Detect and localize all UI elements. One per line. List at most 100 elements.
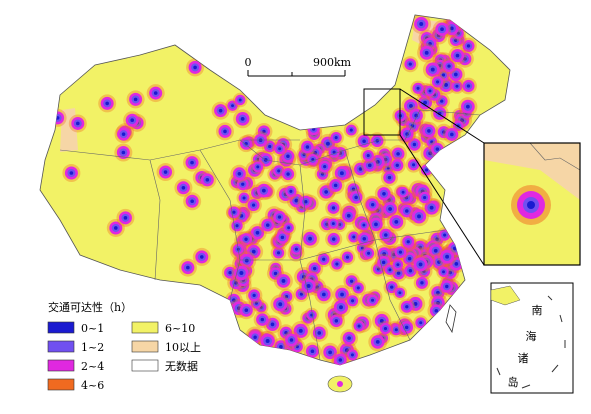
- ring: [313, 151, 318, 155]
- ring: [340, 292, 344, 297]
- accessibility-dot: [325, 230, 343, 248]
- ring: [268, 144, 272, 149]
- ring: [321, 292, 326, 297]
- ring: [428, 89, 432, 93]
- accessibility-dot: [327, 312, 346, 330]
- accessibility-dot: [328, 129, 344, 146]
- accessibility-dot: [343, 122, 359, 138]
- scale-end: 900km: [313, 56, 352, 69]
- accessibility-dot: [62, 164, 81, 183]
- accessibility-dot: [156, 163, 175, 182]
- ring: [289, 189, 293, 193]
- ring: [406, 240, 410, 244]
- ring: [253, 335, 257, 339]
- ring: [412, 142, 417, 147]
- ring: [317, 331, 322, 335]
- accessibility-dot: [298, 138, 317, 156]
- accessibility-dot: [413, 274, 431, 292]
- accessibility-dot: [351, 318, 367, 334]
- ring: [328, 350, 332, 355]
- ring: [445, 254, 450, 259]
- zoom-frame: [483, 142, 581, 266]
- accessibility-dot: [347, 188, 365, 207]
- ring: [280, 235, 285, 240]
- accessibility-dot: [398, 124, 417, 144]
- ring: [424, 50, 429, 55]
- ring: [331, 206, 336, 210]
- legend-swatch: [47, 378, 75, 391]
- accessibility-dot: [297, 193, 315, 211]
- ring: [254, 301, 258, 305]
- ring: [252, 293, 256, 298]
- ring: [273, 271, 278, 276]
- ring: [223, 129, 227, 134]
- accessibility-dot: [350, 280, 367, 296]
- ring: [351, 187, 356, 191]
- ring: [289, 338, 294, 342]
- ring: [447, 64, 451, 68]
- accessibility-dot: [428, 140, 447, 158]
- accessibility-dot: [98, 94, 117, 113]
- accessibility-dot: [250, 159, 266, 175]
- accessibility-dot: [316, 158, 333, 175]
- accessibility-dot: [405, 135, 424, 154]
- accessibility-dot: [126, 90, 145, 109]
- accessibility-dot: [380, 199, 400, 219]
- ring: [351, 299, 355, 303]
- ring: [362, 139, 366, 144]
- ring: [396, 263, 400, 267]
- ring: [450, 132, 454, 137]
- accessibility-dot: [304, 307, 319, 323]
- accessibility-dot: [290, 321, 311, 341]
- ring: [218, 108, 223, 113]
- legend-label: 1~2: [81, 341, 104, 354]
- ring: [262, 129, 266, 134]
- ring: [442, 130, 446, 134]
- ring: [362, 223, 366, 227]
- accessibility-dot: [437, 247, 457, 267]
- accessibility-dot: [332, 285, 352, 304]
- accessibility-dot: [229, 217, 245, 234]
- ring: [420, 281, 424, 285]
- inset-label: 诸: [518, 352, 529, 365]
- ring: [235, 224, 239, 228]
- accessibility-dot: [364, 292, 381, 309]
- ring: [358, 167, 363, 171]
- ring: [455, 84, 459, 88]
- ring: [413, 301, 418, 306]
- ring: [384, 233, 388, 237]
- legend-swatch: [47, 321, 75, 334]
- ring: [302, 153, 306, 157]
- accessibility-dot: [270, 163, 287, 179]
- accessibility-dot: [237, 135, 255, 153]
- ring: [121, 132, 126, 136]
- accessibility-dot: [303, 342, 322, 361]
- ring: [294, 198, 299, 203]
- ring: [205, 178, 210, 182]
- accessibility-dot: [340, 329, 359, 348]
- accessibility-dot: [380, 169, 399, 187]
- ring: [429, 205, 434, 210]
- accessibility-dot: [339, 206, 358, 225]
- accessibility-dot: [429, 74, 446, 90]
- ring: [312, 266, 317, 271]
- accessibility-dot: [237, 230, 255, 248]
- accessibility-dot: [406, 106, 426, 125]
- accessibility-dot: [427, 301, 446, 320]
- ring: [236, 306, 241, 311]
- accessibility-dot: [106, 218, 125, 237]
- ring: [381, 260, 386, 265]
- accessibility-dot: [390, 257, 406, 273]
- ring: [383, 157, 388, 162]
- accessibility-dot: [366, 215, 386, 234]
- ring: [453, 72, 458, 77]
- ring: [237, 171, 242, 176]
- accessibility-dot: [449, 78, 465, 94]
- ring: [284, 331, 288, 335]
- accessibility-dot: [344, 293, 361, 309]
- accessibility-dot: [310, 324, 329, 342]
- ring: [395, 163, 399, 167]
- accessibility-dot: [253, 310, 271, 329]
- ring: [190, 160, 194, 165]
- ring: [466, 44, 471, 48]
